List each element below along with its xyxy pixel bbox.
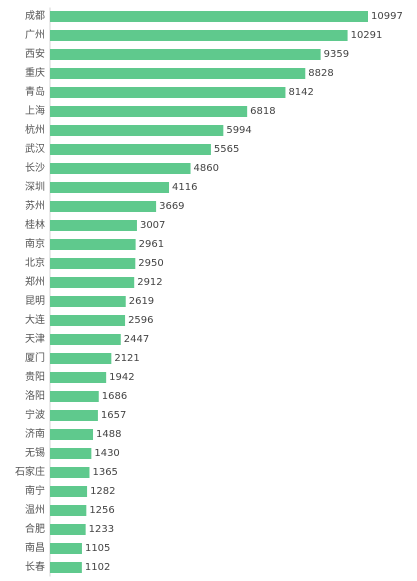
bar: [50, 277, 135, 288]
bar-value-label: 2596: [128, 315, 153, 326]
category-tick-label: 重庆: [25, 66, 45, 79]
bar-value-label: 1256: [89, 505, 114, 516]
bar-value-label: 1282: [90, 486, 115, 497]
category-tick-label: 济南: [25, 427, 45, 440]
category-tick-label: 洛阳: [25, 389, 45, 402]
bar-value-label: 2912: [137, 277, 162, 288]
bar-value-label: 10291: [351, 30, 383, 41]
category-tick-label: 长沙: [25, 162, 45, 174]
bar: [50, 448, 92, 459]
bar: [50, 296, 126, 307]
category-tick-label: 广州: [25, 29, 45, 41]
bar: [50, 239, 136, 250]
bar-value-label: 1657: [101, 410, 126, 421]
category-tick-label: 石家庄: [15, 465, 45, 478]
bar-value-label: 3669: [159, 201, 184, 212]
bar-value-label: 1430: [94, 448, 119, 459]
category-tick-label: 西安: [25, 47, 45, 60]
bar: [50, 505, 87, 516]
bar-value-label: 2121: [114, 353, 139, 364]
bar: [50, 144, 211, 155]
bar: [50, 524, 86, 535]
bar: [50, 68, 306, 79]
bar: [50, 562, 82, 573]
bar: [50, 429, 94, 440]
bar-value-label: 10997: [371, 11, 403, 22]
category-tick-label: 温州: [25, 504, 45, 516]
bar: [50, 30, 348, 41]
category-tick-label: 桂林: [25, 218, 45, 231]
category-tick-label: 昆明: [25, 295, 45, 307]
category-tick-label: 长春: [25, 561, 45, 573]
category-tick-label: 深圳: [25, 181, 45, 193]
category-tick-label: 天津: [25, 333, 45, 345]
bar-value-label: 1365: [92, 467, 117, 478]
bar-value-label: 5994: [226, 125, 251, 136]
category-tick-label: 南京: [25, 237, 45, 250]
bar: [50, 49, 321, 60]
category-tick-label: 北京: [25, 256, 45, 269]
category-tick-label: 青岛: [25, 85, 45, 98]
bar-value-label: 8142: [288, 87, 313, 98]
bar-value-label: 2619: [129, 296, 154, 307]
bar-value-label: 1102: [85, 562, 110, 573]
category-tick-label: 苏州: [25, 199, 45, 212]
bar-value-label: 1942: [109, 372, 134, 383]
bar: [50, 163, 191, 174]
bar: [50, 106, 248, 117]
bar: [50, 486, 88, 497]
bar: [50, 220, 137, 231]
bars-layer: 成都 10997 广州 10291 西安 9359 重庆 8828 青岛 8142 上海 6818 杭州…: [15, 10, 403, 573]
bar: [50, 11, 368, 22]
category-tick-label: 成都: [25, 10, 45, 22]
bar-value-label: 6818: [250, 106, 275, 117]
category-tick-label: 合肥: [25, 522, 45, 535]
bar-value-label: 8828: [308, 68, 333, 79]
category-tick-label: 武汉: [25, 142, 45, 155]
bar-value-label: 4116: [172, 182, 197, 193]
bar: [50, 353, 112, 364]
bar-value-label: 5565: [214, 144, 239, 155]
category-tick-label: 上海: [25, 104, 45, 117]
bar-value-label: 3007: [140, 220, 165, 231]
category-tick-label: 杭州: [25, 123, 45, 136]
bar: [50, 372, 107, 383]
bar: [50, 182, 170, 193]
category-tick-label: 郑州: [25, 275, 45, 288]
bar: [50, 543, 82, 554]
category-tick-label: 大连: [25, 313, 45, 326]
category-tick-label: 贵阳: [25, 370, 45, 383]
bar-value-label: 9359: [324, 49, 349, 60]
bar: [50, 125, 224, 136]
bar: [50, 87, 286, 98]
bar: [50, 467, 90, 478]
category-tick-label: 厦门: [25, 351, 45, 364]
bar-value-label: 2950: [138, 258, 163, 269]
bar: [50, 315, 126, 326]
bar-value-label: 2961: [139, 239, 164, 250]
bar-value-label: 1686: [102, 391, 127, 402]
bar-value-label: 2447: [124, 334, 149, 345]
bar-value-label: 1488: [96, 429, 121, 440]
bar: [50, 391, 99, 402]
category-tick-label: 南昌: [25, 541, 45, 554]
category-tick-label: 无锡: [25, 446, 45, 459]
bar: [50, 201, 157, 212]
bar-value-label: 1233: [89, 524, 114, 535]
bar-value-label: 4860: [194, 163, 219, 174]
bar: [50, 334, 121, 345]
bar-value-label: 1105: [85, 543, 110, 554]
category-tick-label: 南宁: [25, 484, 45, 497]
bar: [50, 258, 136, 269]
bar: [50, 410, 98, 421]
category-tick-label: 宁波: [25, 408, 45, 421]
